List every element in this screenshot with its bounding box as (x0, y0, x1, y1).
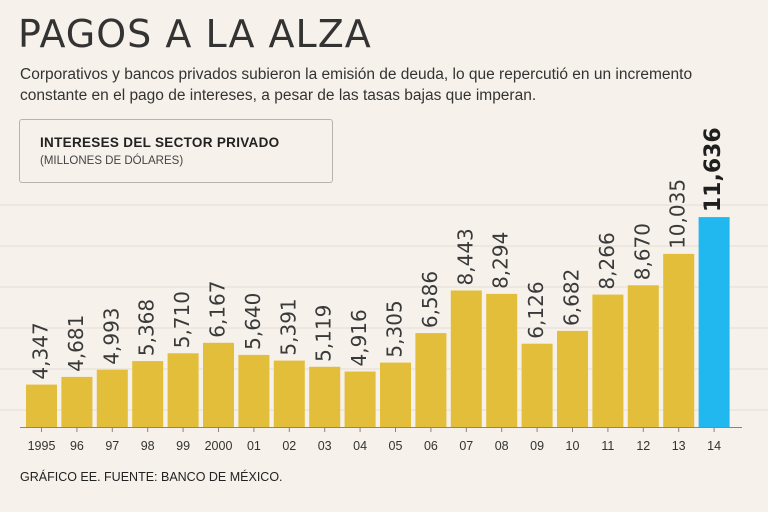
bar-99 (167, 353, 199, 427)
value-label-06: 6,586 (418, 271, 442, 328)
x-tick-labels: 1995 96 97 98 99 2000 01 02 03 04 05 06 07 08 09 10 11 12… (28, 427, 721, 453)
bar-2000 (203, 342, 234, 427)
bar-1995 (26, 384, 57, 427)
tick-label-03: 03 (318, 439, 332, 453)
value-labels: 4,347 4,681 4,993 5,368 5,710 6,167 5,640 5,391… (29, 127, 727, 379)
tick-label-14: 14 (707, 439, 721, 453)
value-label-2000: 6,167 (206, 281, 230, 338)
bar-04 (344, 371, 376, 427)
value-label-14: 11,636 (701, 127, 726, 212)
bar-09 (521, 343, 553, 427)
value-label-97: 4,993 (99, 307, 123, 364)
bar-11 (592, 294, 624, 427)
tick-label-2000: 2000 (205, 439, 233, 453)
tick-label-01: 01 (247, 439, 261, 453)
value-label-11: 8,266 (595, 232, 619, 289)
value-label-96: 4,681 (64, 315, 88, 372)
tick-label-02: 02 (282, 439, 296, 453)
tick-label-04: 04 (353, 439, 367, 453)
chart-subtitle: Corporativos y bancos privados subieron … (20, 66, 693, 104)
chart-title: PAGOS A LA ALZA (18, 12, 372, 56)
tick-label-10: 10 (566, 439, 580, 453)
value-label-08: 8,294 (489, 232, 513, 289)
tick-label-06: 06 (424, 439, 438, 453)
value-label-99: 5,710 (170, 291, 194, 348)
bar-02 (273, 360, 305, 427)
value-label-01: 5,640 (241, 293, 265, 350)
tick-label-11: 11 (601, 439, 614, 453)
tick-label-09: 09 (530, 439, 544, 453)
bar-13 (663, 253, 695, 427)
value-label-1995: 4,347 (29, 322, 53, 379)
value-label-07: 8,443 (453, 228, 477, 285)
tick-label-12: 12 (636, 439, 650, 453)
bars (26, 217, 730, 427)
value-label-98: 5,368 (135, 299, 159, 356)
tick-label-97: 97 (105, 439, 119, 453)
tick-label-13: 13 (672, 439, 686, 453)
legend-title: INTERESES DEL SECTOR PRIVADO (40, 135, 280, 150)
tick-label-08: 08 (495, 439, 509, 453)
value-label-03: 5,119 (312, 305, 336, 362)
bar-97 (96, 369, 128, 427)
tick-label-05: 05 (389, 439, 403, 453)
tick-label-99: 99 (176, 439, 190, 453)
bar-96 (61, 376, 93, 427)
value-label-12: 8,670 (630, 223, 654, 280)
tick-label-96: 96 (70, 439, 84, 453)
value-label-09: 6,126 (524, 281, 548, 338)
value-label-13: 10,035 (666, 179, 690, 249)
source-note: GRÁFICO EE. FUENTE: BANCO DE MÉXICO. (20, 470, 283, 484)
bar-03 (309, 366, 341, 427)
bar-06 (415, 333, 447, 427)
bar-05 (380, 362, 411, 427)
value-label-02: 5,391 (276, 298, 300, 355)
legend-box: INTERESES DEL SECTOR PRIVADO (MILLONES D… (19, 119, 333, 183)
bar-01 (238, 354, 270, 427)
value-label-10: 6,682 (560, 269, 584, 326)
legend-units: (MILLONES DE DÓLARES) (40, 155, 184, 167)
bar-07 (450, 290, 482, 427)
tick-label-07: 07 (459, 439, 473, 453)
bar-14 (698, 217, 730, 427)
bar-12 (627, 285, 659, 427)
bar-10 (557, 330, 588, 427)
bar-98 (132, 361, 164, 427)
bar-08 (486, 293, 518, 427)
tick-label-98: 98 (141, 439, 155, 453)
tick-label-1995: 1995 (28, 439, 56, 453)
value-label-04: 4,916 (347, 309, 371, 366)
value-label-05: 5,305 (383, 300, 407, 357)
